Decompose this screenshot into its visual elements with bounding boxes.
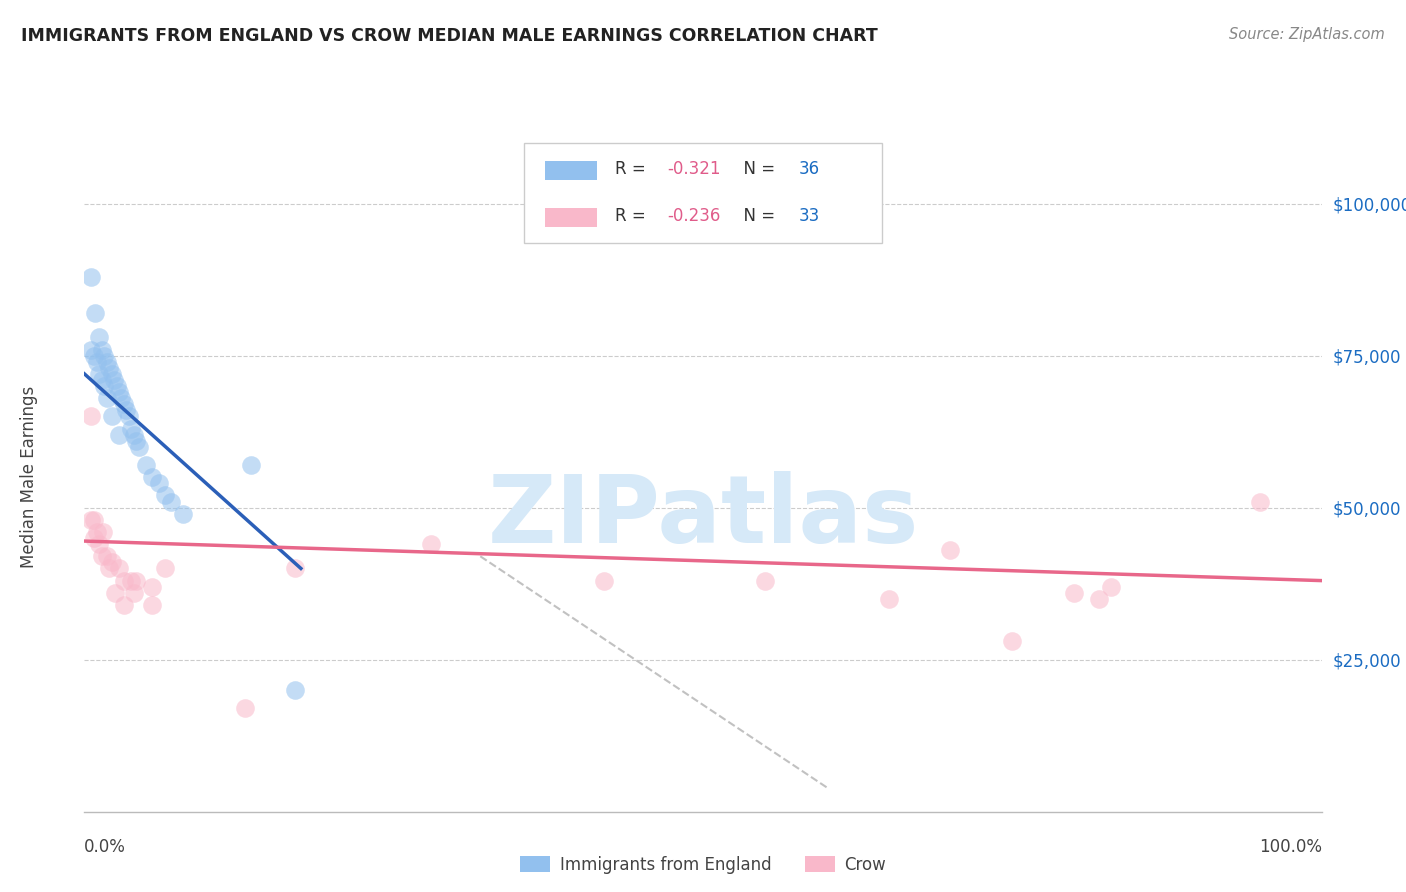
Text: R =: R = (616, 207, 651, 226)
Point (96, 391, 118, 405)
Text: N =: N = (733, 161, 780, 178)
Point (91, 524, 114, 539)
Point (90, 549, 112, 564)
Point (110, 391, 132, 405)
Point (939, 543, 962, 558)
Text: IMMIGRANTS FROM ENGLAND VS CROW MEDIAN MALE EARNINGS CORRELATION CHART: IMMIGRANTS FROM ENGLAND VS CROW MEDIAN M… (21, 27, 877, 45)
Point (1063, 586, 1085, 600)
Point (83, 513, 105, 527)
Point (125, 434, 148, 448)
Point (284, 561, 307, 575)
Point (141, 598, 163, 612)
Point (108, 385, 131, 400)
Point (86, 524, 108, 539)
Point (148, 476, 170, 491)
FancyBboxPatch shape (544, 161, 596, 180)
Point (153, 561, 176, 575)
Point (172, 507, 194, 521)
Text: 0.0%: 0.0% (84, 838, 127, 856)
Point (100, 555, 122, 569)
Point (96, 549, 118, 564)
Point (754, 574, 776, 588)
Text: Median Male Earnings: Median Male Earnings (20, 386, 38, 568)
Point (93, 349, 115, 363)
Text: 36: 36 (799, 161, 820, 178)
Point (83, 531, 105, 545)
Point (83, 349, 105, 363)
Point (112, 598, 135, 612)
Point (108, 561, 131, 575)
Point (89, 537, 111, 551)
Point (877, 591, 900, 606)
Point (1001, 634, 1024, 648)
Point (240, 458, 263, 472)
Point (233, 701, 256, 715)
Point (90, 373, 112, 387)
Point (112, 574, 135, 588)
Point (593, 574, 616, 588)
Point (120, 574, 142, 588)
Text: Source: ZipAtlas.com: Source: ZipAtlas.com (1229, 27, 1385, 42)
Point (284, 683, 307, 698)
Point (112, 397, 135, 411)
Text: 100.0%: 100.0% (1258, 838, 1322, 856)
Point (128, 440, 150, 454)
Point (90, 343, 112, 357)
Point (419, 537, 441, 551)
Text: R =: R = (616, 161, 651, 178)
Point (122, 586, 145, 600)
Point (93, 379, 115, 393)
Point (89, 330, 111, 344)
Point (89, 367, 111, 381)
FancyBboxPatch shape (523, 143, 883, 244)
Point (153, 488, 176, 502)
FancyBboxPatch shape (544, 208, 596, 227)
Point (79, 409, 101, 424)
Point (104, 586, 127, 600)
Point (135, 458, 157, 472)
Point (141, 470, 163, 484)
Point (100, 409, 122, 424)
Legend: Immigrants from England, Crow: Immigrants from England, Crow (513, 849, 893, 880)
Point (100, 367, 122, 381)
Text: ZIPatlas: ZIPatlas (488, 471, 918, 564)
Point (1249, 494, 1271, 508)
Point (1088, 591, 1111, 606)
Point (79, 513, 101, 527)
Point (105, 379, 128, 393)
Point (118, 409, 141, 424)
Point (108, 427, 131, 442)
Point (120, 421, 142, 435)
Text: N =: N = (733, 207, 780, 226)
Text: -0.321: -0.321 (666, 161, 721, 178)
Point (98, 561, 121, 575)
Point (79, 343, 101, 357)
Text: 33: 33 (799, 207, 820, 226)
Point (96, 354, 118, 368)
Point (103, 373, 125, 387)
Point (125, 574, 148, 588)
Point (79, 269, 101, 284)
Point (141, 580, 163, 594)
Point (122, 427, 145, 442)
Point (115, 403, 138, 417)
Text: -0.236: -0.236 (666, 207, 720, 226)
Point (1099, 580, 1122, 594)
Point (98, 360, 121, 375)
Point (160, 494, 183, 508)
Point (86, 354, 108, 368)
Point (84, 306, 107, 320)
